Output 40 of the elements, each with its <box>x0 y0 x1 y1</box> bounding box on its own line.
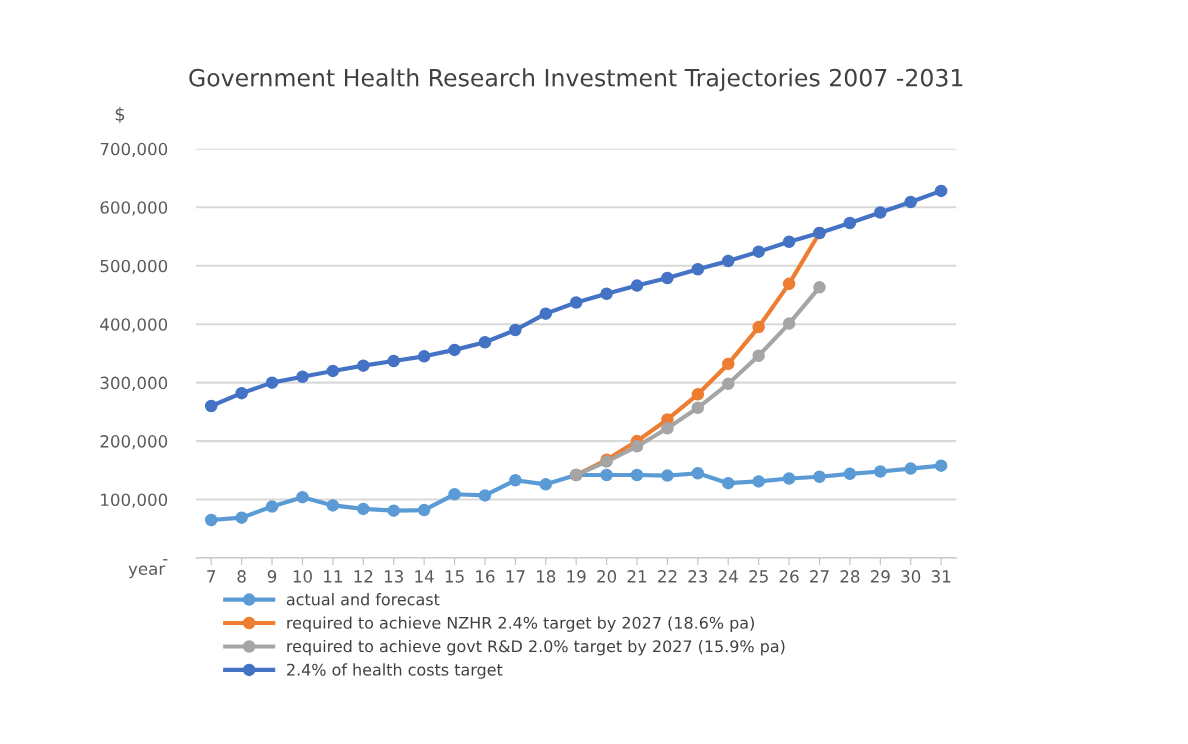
x-tick-label: 26 <box>779 570 799 583</box>
x-tick-label: 30 <box>901 570 921 583</box>
y-tick-label: 300,000 <box>100 376 168 391</box>
x-tick-label: 12 <box>354 570 373 583</box>
x-tick-label: 27 <box>810 570 829 583</box>
x-tick-label: 13 <box>384 570 403 583</box>
y-tick-label: 500,000 <box>100 259 168 274</box>
y-tick-label: 600,000 <box>100 201 168 216</box>
x-tick-label: 25 <box>749 570 768 583</box>
x-tick-label: 15 <box>445 570 464 583</box>
legend-label: required to achieve NZHR 2.4% target by 2027 (18.6% pa) <box>287 616 754 632</box>
y-tick-label: - <box>163 559 168 561</box>
y-tick-label: 700,000 <box>100 142 168 158</box>
y-axis-title: $ <box>115 106 125 124</box>
x-tick-label: 19 <box>567 570 586 583</box>
y-tick-label: 200,000 <box>100 435 168 450</box>
x-tick-label: 7 <box>207 570 216 583</box>
x-tick-label: 11 <box>324 570 342 583</box>
legend-label: required to achieve govt R&D 2.0% target by 2027 (15.9% pa) <box>287 639 785 656</box>
x-tick-label: 31 <box>931 570 951 583</box>
y-tick-label: 100,000 <box>101 493 168 508</box>
x-tick-label: 29 <box>870 570 890 583</box>
x-tick-label: 23 <box>688 570 708 583</box>
x-tick-label: 21 <box>627 570 647 583</box>
x-tick-label: 10 <box>293 570 312 583</box>
x-tick-label: 18 <box>536 570 556 583</box>
x-tick-label: 8 <box>237 570 246 583</box>
chart-title: Government Health Research Investment Trajectories 2007 -2031 <box>189 68 963 92</box>
x-tick-label: 24 <box>718 570 738 583</box>
x-tick-label: 14 <box>415 570 434 583</box>
y-tick-label: 400,000 <box>100 318 168 333</box>
x-axis-title: year <box>128 565 166 579</box>
legend-label: actual and forecast <box>286 593 440 606</box>
x-tick-label: 22 <box>658 570 677 583</box>
x-tick-label: 28 <box>840 570 860 583</box>
x-tick-label: 16 <box>476 570 495 583</box>
x-tick-label: 20 <box>597 570 617 583</box>
x-tick-label: 17 <box>506 570 525 583</box>
x-tick-label: 9 <box>267 570 277 583</box>
legend-label: 2.4% of health costs target <box>287 663 503 679</box>
